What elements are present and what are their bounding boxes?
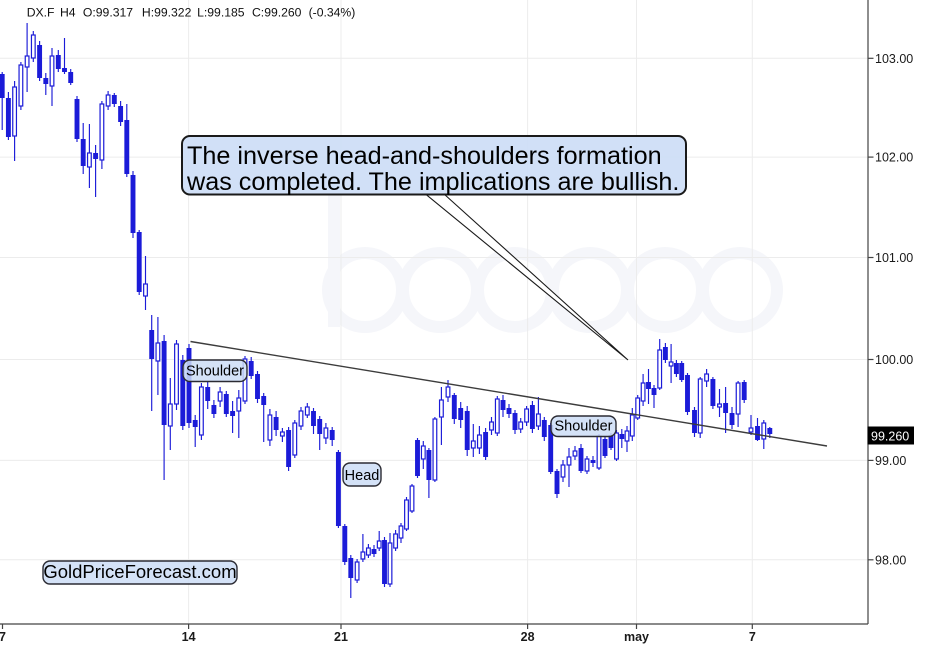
svg-text:7: 7 (749, 630, 756, 644)
svg-text:Shoulder: Shoulder (186, 364, 244, 380)
svg-text:Head: Head (345, 468, 380, 484)
svg-text:100.00: 100.00 (875, 353, 913, 367)
svg-text:98.00: 98.00 (875, 553, 906, 567)
svg-text:28: 28 (521, 630, 535, 644)
svg-text:may: may (624, 630, 649, 644)
svg-text:103.00: 103.00 (875, 52, 913, 66)
svg-text:7: 7 (0, 630, 6, 644)
svg-text:21: 21 (334, 630, 348, 644)
svg-text:GoldPriceForecast.com: GoldPriceForecast.com (43, 561, 236, 582)
svg-text:The inverse head-and-shoulders: The inverse head-and-shoulders formation (187, 142, 662, 170)
svg-text:was completed. The implication: was completed. The implications are bull… (186, 168, 679, 196)
svg-text:Shoulder: Shoulder (554, 419, 612, 435)
svg-text:99.260: 99.260 (871, 430, 909, 444)
svg-text:101.00: 101.00 (875, 251, 913, 265)
svg-text:14: 14 (182, 630, 196, 644)
svg-text:102.00: 102.00 (875, 151, 913, 165)
svg-text:99.00: 99.00 (875, 454, 906, 468)
